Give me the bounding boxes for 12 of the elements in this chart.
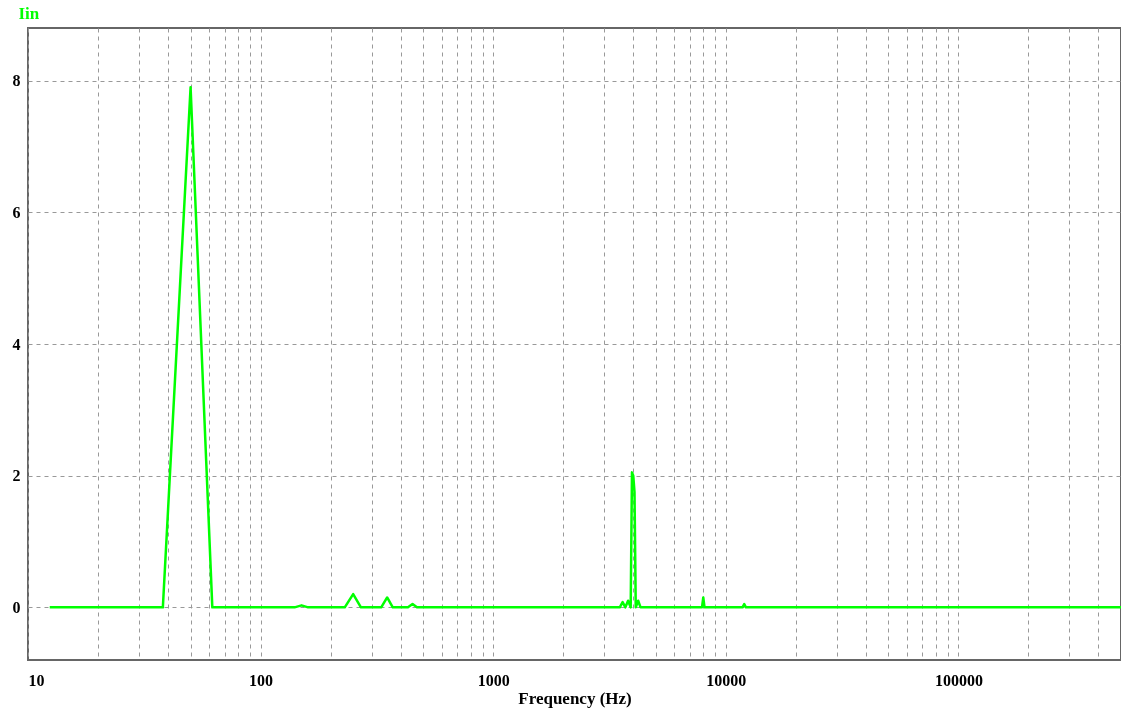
y-tick-label: 0 — [12, 598, 21, 616]
y-tick-label: 2 — [12, 467, 21, 485]
x-tick-label: 10000 — [706, 671, 747, 689]
x-tick-label: 100 — [249, 671, 274, 689]
y-tick-label: 4 — [12, 335, 21, 353]
x-tick-label: 100000 — [934, 671, 983, 689]
x-axis-title: Frequency (Hz) — [518, 688, 632, 708]
y-tick-label: 8 — [12, 72, 21, 90]
y-tick-label: 6 — [12, 203, 21, 221]
y-axis-title: Iin — [18, 3, 40, 23]
x-tick-label: 1000 — [477, 671, 510, 689]
x-tick-label: 10 — [28, 671, 45, 689]
